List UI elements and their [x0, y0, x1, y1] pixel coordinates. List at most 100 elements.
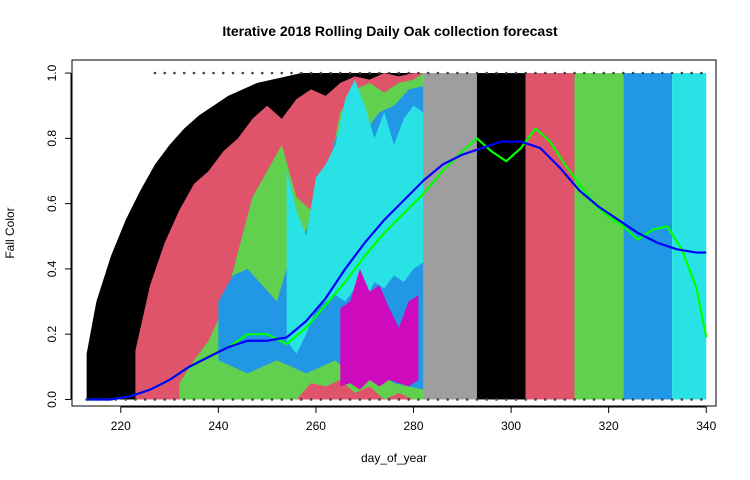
obs-point-low [436, 398, 440, 401]
obs-point-high [524, 71, 528, 75]
obs-point-low [270, 398, 274, 401]
x-axis: 220 240 260 280 300 320 340 [111, 406, 717, 433]
obs-point-low [700, 398, 703, 401]
obs-point-high [417, 71, 420, 75]
forecast-block-0 [423, 73, 477, 400]
obs-point-high [241, 71, 245, 75]
obs-point-low [417, 398, 420, 401]
obs-point-high [622, 71, 625, 75]
y-tick-label: 0.8 [45, 130, 59, 147]
obs-point-low [241, 398, 245, 401]
obs-point-low [221, 398, 225, 401]
obs-point-low [134, 398, 137, 401]
obs-point-high [631, 71, 635, 75]
obs-point-high [680, 71, 684, 75]
band-cyan-envelope [286, 79, 424, 354]
obs-point-low [465, 398, 469, 401]
obs-point-high [251, 71, 254, 75]
x-tick-label: 320 [599, 419, 619, 433]
obs-point-low [358, 398, 362, 401]
obs-point-low [504, 398, 508, 401]
obs-point-high [231, 71, 235, 75]
x-tick-label: 220 [111, 419, 131, 433]
x-axis-label: day_of_year [361, 451, 427, 465]
obs-point-high [407, 71, 410, 75]
y-tick-label: 0.2 [45, 326, 59, 343]
x-tick-label: 260 [306, 419, 326, 433]
obs-point-low [309, 398, 313, 401]
obs-point-low [124, 398, 127, 401]
obs-point-high [700, 71, 703, 75]
obs-point-low [631, 398, 635, 401]
obs-point-high [339, 71, 342, 75]
obs-point-high [348, 71, 352, 75]
obs-point-low [348, 398, 352, 401]
obs-point-low [514, 398, 518, 401]
obs-point-high [387, 71, 391, 75]
obs-point-low [456, 398, 459, 401]
y-tick-label: 0.0 [45, 391, 59, 408]
obs-point-low [661, 398, 664, 401]
obs-point-low [485, 398, 488, 401]
obs-point-low [153, 398, 157, 401]
obs-point-high [212, 71, 215, 75]
forecast-block-1 [476, 73, 526, 400]
chart-title: Iterative 2018 Rolling Daily Oak collect… [222, 23, 558, 39]
obs-point-high [309, 71, 313, 75]
obs-point-low [173, 398, 176, 401]
obs-point-high [378, 71, 381, 75]
obs-point-high [495, 71, 498, 75]
obs-point-high [475, 71, 479, 75]
obs-point-high [192, 71, 196, 75]
y-tick-label: 0.6 [45, 195, 59, 212]
obs-point-low [641, 398, 645, 401]
y-axis: 0.0 0.2 0.4 0.6 0.8 1.0 [45, 64, 72, 408]
obs-point-high [543, 71, 547, 75]
obs-point-high [573, 71, 576, 75]
obs-point-low [339, 398, 342, 401]
obs-point-high [163, 71, 166, 75]
obs-point-high [446, 71, 449, 75]
forecast-block-3 [574, 73, 624, 400]
obs-point-high [504, 71, 508, 75]
obs-point-high [651, 71, 654, 75]
obs-point-high [173, 71, 176, 75]
obs-point-low [446, 398, 449, 401]
obs-point-low [290, 398, 293, 401]
obs-point-low [212, 398, 215, 401]
obs-point-high [300, 71, 303, 75]
obs-point-high [534, 71, 537, 75]
obs-point-low [407, 398, 410, 401]
obs-point-low [251, 398, 254, 401]
obs-point-low [475, 398, 479, 401]
obs-point-high [280, 71, 284, 75]
obs-point-high [690, 71, 693, 75]
plot-frame [71, 59, 717, 407]
obs-point-high [319, 71, 323, 75]
obs-point-low [182, 398, 186, 401]
obs-point-high [221, 71, 225, 75]
obs-point-low [495, 398, 498, 401]
obs-point-high [290, 71, 293, 75]
obs-point-low [387, 398, 391, 401]
obs-point-low [192, 398, 196, 401]
obs-point-low [602, 398, 606, 401]
forecast-block-4 [623, 73, 673, 400]
obs-point-low [651, 398, 654, 401]
x-tick-label: 240 [208, 419, 228, 433]
obs-point-low [622, 398, 625, 401]
obs-point-low [524, 398, 528, 401]
plot-area [85, 71, 708, 401]
obs-point-low [612, 398, 615, 401]
forecast-block-2 [525, 73, 575, 400]
obs-point-high [485, 71, 488, 75]
obs-point-high [592, 71, 596, 75]
obs-point-high [514, 71, 518, 75]
obs-point-high [270, 71, 274, 75]
obs-point-low [319, 398, 323, 401]
obs-point-high [661, 71, 664, 75]
obs-point-low [143, 398, 147, 401]
band-magenta-envelope [340, 268, 419, 390]
obs-point-low [300, 398, 303, 401]
